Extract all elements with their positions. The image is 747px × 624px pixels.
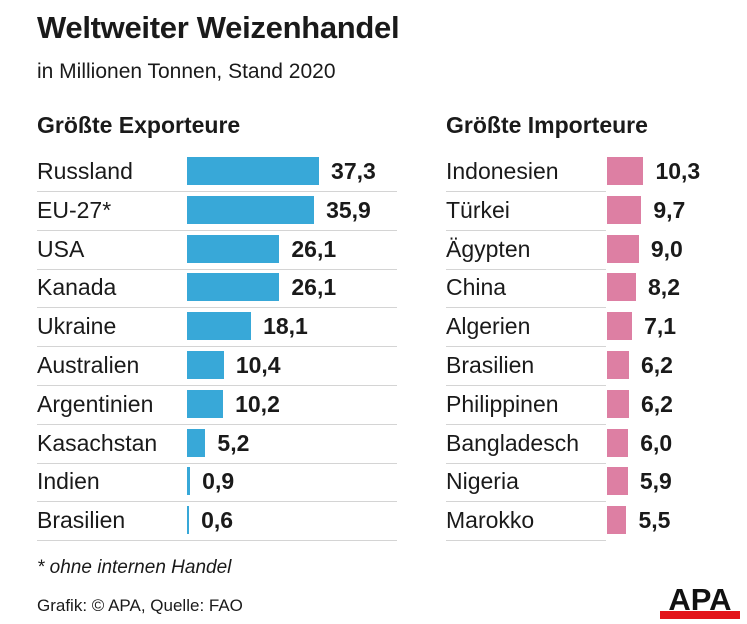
- exporter-bar: [187, 506, 190, 535]
- exporter-value-label: 5,2: [217, 429, 250, 456]
- exporter-label: Ukraine: [37, 313, 117, 340]
- importer-bar: [607, 506, 627, 535]
- exporter-label: Australien: [37, 352, 140, 378]
- importer-bar: [607, 428, 629, 457]
- exporter-value-label: 18,1: [263, 313, 308, 340]
- importer-label: Brasilien: [446, 352, 535, 378]
- logo-red-bar: [660, 611, 740, 619]
- importer-row: Türkei 9,7: [446, 191, 685, 231]
- importer-bar: [607, 312, 633, 341]
- importer-value-label: 6,2: [640, 352, 673, 378]
- exporter-value-label: 10,4: [235, 352, 281, 378]
- exporter-value-label: 0,6: [201, 507, 234, 534]
- exporter-row: Kanada 26,1: [37, 268, 397, 309]
- exporter-bar: [187, 273, 280, 302]
- importer-label: Marokko: [446, 507, 535, 534]
- exporter-row: Ukraine 18,1: [37, 307, 397, 348]
- exporter-value-label: 37,3: [331, 158, 376, 184]
- importer-bar: [607, 234, 639, 263]
- importer-value-label: 10,3: [655, 158, 701, 184]
- importer-value-label: 6,2: [640, 390, 673, 417]
- exporter-label: Argentinien: [37, 390, 154, 417]
- exporter-row: Australien 10,4: [37, 346, 397, 386]
- importer-label: China: [446, 274, 507, 301]
- exporter-row: Kasachstan 5,2: [37, 424, 397, 464]
- exporter-label: Russland: [37, 158, 133, 184]
- exporter-row: USA 26,1: [37, 230, 397, 270]
- importer-label: Nigeria: [446, 468, 519, 495]
- exporter-value-label: 26,1: [291, 235, 337, 262]
- exporter-label: Kasachstan: [37, 429, 158, 456]
- exporter-bar: [187, 467, 191, 496]
- exporter-bar: [187, 351, 224, 379]
- importer-row: Brasilien 6,2: [446, 346, 673, 386]
- importer-row: Philippinen 6,2: [446, 385, 673, 425]
- importer-value-label: 5,9: [639, 468, 672, 495]
- importers-heading: Größte Importeure: [446, 112, 648, 138]
- importer-value-label: 9,7: [653, 196, 686, 223]
- exporter-value-label: 35,9: [326, 196, 371, 223]
- importer-bar: [607, 467, 628, 496]
- importer-value-label: 9,0: [650, 235, 683, 262]
- importer-value-label: 5,5: [638, 507, 671, 534]
- exporter-row: EU-27* 35,9: [37, 191, 397, 231]
- importer-value-label: 7,1: [644, 313, 677, 340]
- chart-subtitle: in Millionen Tonnen, Stand 2020: [37, 60, 336, 83]
- importer-label: Algerien: [446, 313, 531, 340]
- importer-value-label: 6,0: [640, 429, 673, 456]
- footnote: * ohne internen Handel: [37, 557, 232, 578]
- importer-row: Algerien 7,1: [446, 307, 676, 348]
- exporter-bar: [187, 389, 224, 418]
- exporter-label: Kanada: [37, 274, 117, 301]
- importer-label: Türkei: [446, 196, 510, 223]
- importer-bar: [607, 273, 637, 302]
- exporter-row: Indien 0,9: [37, 462, 397, 503]
- importer-row: Bangladesch 6,0: [446, 424, 672, 464]
- exporters-heading: Größte Exporteure: [37, 112, 241, 138]
- importer-bar: [607, 389, 629, 418]
- exporter-bar: [187, 157, 320, 185]
- importer-label: Philippinen: [446, 390, 559, 417]
- exporter-row: Argentinien 10,2: [37, 385, 397, 425]
- exporter-value-label: 26,1: [291, 274, 337, 301]
- importer-row: Indonesien 10,3: [446, 152, 700, 192]
- importer-label: Ägypten: [446, 235, 531, 262]
- importer-bar: [607, 195, 642, 224]
- exporter-bar: [187, 234, 280, 263]
- exporter-label: Brasilien: [37, 507, 126, 534]
- importer-bar: [607, 157, 644, 185]
- importer-bar: [607, 351, 629, 379]
- importer-label: Indonesien: [446, 158, 559, 184]
- exporter-row: Brasilien 0,6: [37, 501, 397, 542]
- importer-value-label: 8,2: [648, 274, 680, 301]
- exporter-label: EU-27*: [37, 196, 112, 223]
- exporter-bar: [187, 195, 315, 224]
- exporter-value-label: 10,2: [235, 390, 280, 417]
- exporter-label: USA: [37, 235, 85, 262]
- exporter-label: Indien: [37, 468, 100, 495]
- exporter-row: Russland 37,3: [37, 152, 397, 192]
- exporter-bar: [187, 428, 206, 457]
- importer-row: Ägypten 9,0: [446, 230, 683, 270]
- importer-row: China 8,2: [446, 268, 680, 309]
- exporter-value-label: 0,9: [202, 468, 235, 495]
- source-credit: Grafik: © APA, Quelle: FAO: [37, 596, 243, 615]
- importer-row: Marokko 5,5: [446, 501, 670, 542]
- exporter-bar: [187, 312, 252, 341]
- importer-row: Nigeria 5,9: [446, 462, 672, 503]
- importer-label: Bangladesch: [446, 429, 579, 456]
- apa-logo: APA: [660, 582, 740, 619]
- chart-title: Weltweiter Weizenhandel: [37, 10, 400, 45]
